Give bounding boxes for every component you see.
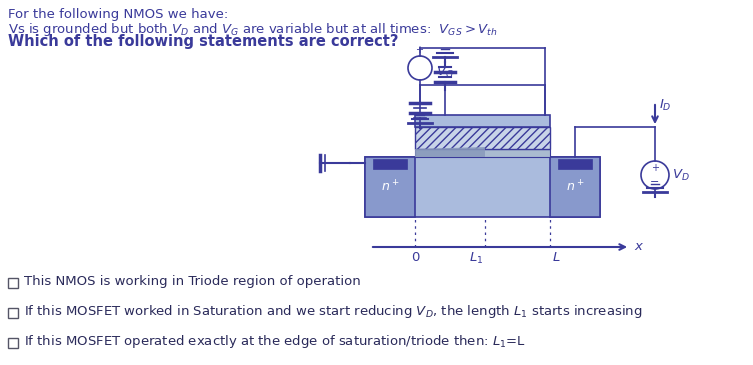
Text: $V_G$: $V_G$ (436, 65, 454, 80)
Text: $L_1$: $L_1$ (468, 251, 483, 266)
Bar (415, 149, 550, 157)
Text: If this MOSFET worked in Saturation and we start reducing $V_D$, the length $L_1: If this MOSFET worked in Saturation and … (24, 304, 642, 320)
Circle shape (641, 161, 669, 189)
Text: $L$: $L$ (552, 251, 560, 264)
Bar (558, 159, 592, 169)
Bar (8, 278, 18, 288)
Text: −: − (651, 177, 660, 187)
Bar (415, 115, 550, 127)
Bar (415, 127, 550, 149)
Text: $n^+$: $n^+$ (566, 179, 584, 195)
Text: $V_D$: $V_D$ (672, 168, 690, 182)
Text: For the following NMOS we have:: For the following NMOS we have: (8, 8, 228, 21)
Text: 0: 0 (411, 251, 419, 264)
Bar (373, 159, 407, 169)
Text: This NMOS is working in Triode region of operation: This NMOS is working in Triode region of… (24, 276, 361, 288)
Bar (365, 157, 600, 217)
Bar (8, 338, 18, 348)
Circle shape (408, 56, 432, 80)
Text: Which of the following statements are correct?: Which of the following statements are co… (8, 34, 398, 49)
Text: +: + (651, 163, 659, 173)
Text: +: + (415, 45, 423, 55)
Text: $n^+$: $n^+$ (381, 179, 399, 195)
Bar (550, 157, 600, 217)
Text: If this MOSFET operated exactly at the edge of saturation/triode then: $L_1$=L: If this MOSFET operated exactly at the e… (24, 334, 526, 350)
Text: $x$: $x$ (634, 241, 645, 254)
Polygon shape (415, 147, 485, 157)
Bar (8, 308, 18, 318)
Text: Vs is grounded but both $V_D$ and $V_G$ are variable but at all times:  $V_{GS} : Vs is grounded but both $V_D$ and $V_G$ … (8, 21, 498, 38)
Text: $I_D$: $I_D$ (659, 97, 672, 112)
Bar (365, 157, 415, 217)
